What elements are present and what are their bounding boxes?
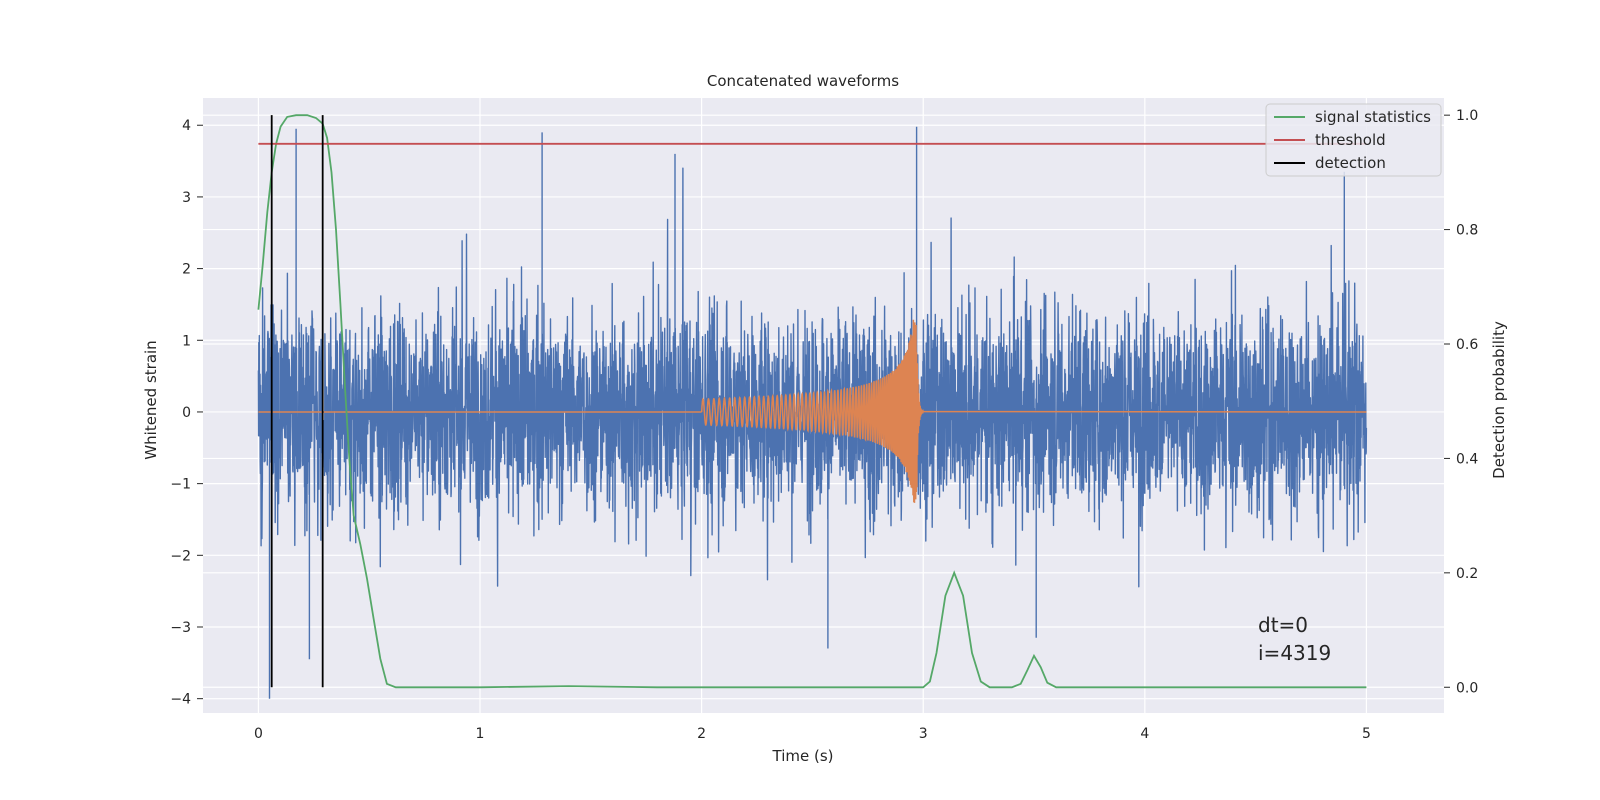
x-tick-label: 5 (1362, 726, 1371, 742)
legend-label-threshold: threshold (1315, 131, 1386, 149)
y-tick-label: 0 (182, 405, 191, 421)
y-tick-label: −1 (170, 477, 191, 493)
injected-signal-series (258, 319, 1367, 503)
y-tick-label: 1 (182, 333, 191, 349)
chart-title: Concatenated waveforms (707, 72, 899, 90)
y-right-tick-label: 0.8 (1456, 223, 1478, 239)
y-tick-label: −4 (170, 692, 191, 708)
legend: signal statistics threshold detection (1265, 103, 1442, 177)
y-tick-label: 4 (182, 118, 191, 134)
x-tick-label: 4 (1140, 726, 1149, 742)
y-right-tick-label: 0.6 (1456, 337, 1478, 353)
series-signal-statistics (257, 114, 1367, 689)
y-right-tick-label: 1.0 (1456, 108, 1478, 124)
y-right-tick-label: 0.4 (1456, 451, 1478, 467)
x-tick-label: 1 (476, 726, 485, 742)
legend-label-signal-statistics: signal statistics (1315, 108, 1431, 126)
noise-trace (257, 126, 1368, 699)
y-right-tick-label: 0.2 (1456, 566, 1478, 582)
legend-label-detection: detection (1315, 154, 1386, 172)
injected-signal-trace (258, 319, 1367, 503)
annotation-dt: dt=0 (1258, 613, 1308, 637)
y-tick-label: −3 (170, 620, 191, 636)
legend-box (1265, 103, 1442, 177)
y-tick-label: 2 (182, 262, 191, 278)
annotation: dt=0 i=4319 (1258, 613, 1331, 665)
x-tick-label: 0 (254, 726, 263, 742)
series-marks (257, 114, 1367, 689)
x-tick-label: 2 (697, 726, 706, 742)
y-axis-label-right: Detection probability (1490, 321, 1508, 479)
y-tick-label: −2 (170, 548, 191, 564)
annotation-i: i=4319 (1258, 641, 1331, 665)
y-tick-label: 3 (182, 190, 191, 206)
x-tick-label: 3 (919, 726, 928, 742)
x-axis-label: Time (s) (772, 747, 834, 765)
y-right-tick-label: 0.0 (1456, 680, 1478, 696)
noise-series (257, 126, 1368, 699)
ticks: 0 1 2 3 4 5 −4 −3 −2 −1 0 1 2 3 4 0.0 0.2 0.4 0.6 0.8 1.0 (170, 108, 1478, 742)
y-axis-label: Whitened strain (142, 340, 160, 459)
